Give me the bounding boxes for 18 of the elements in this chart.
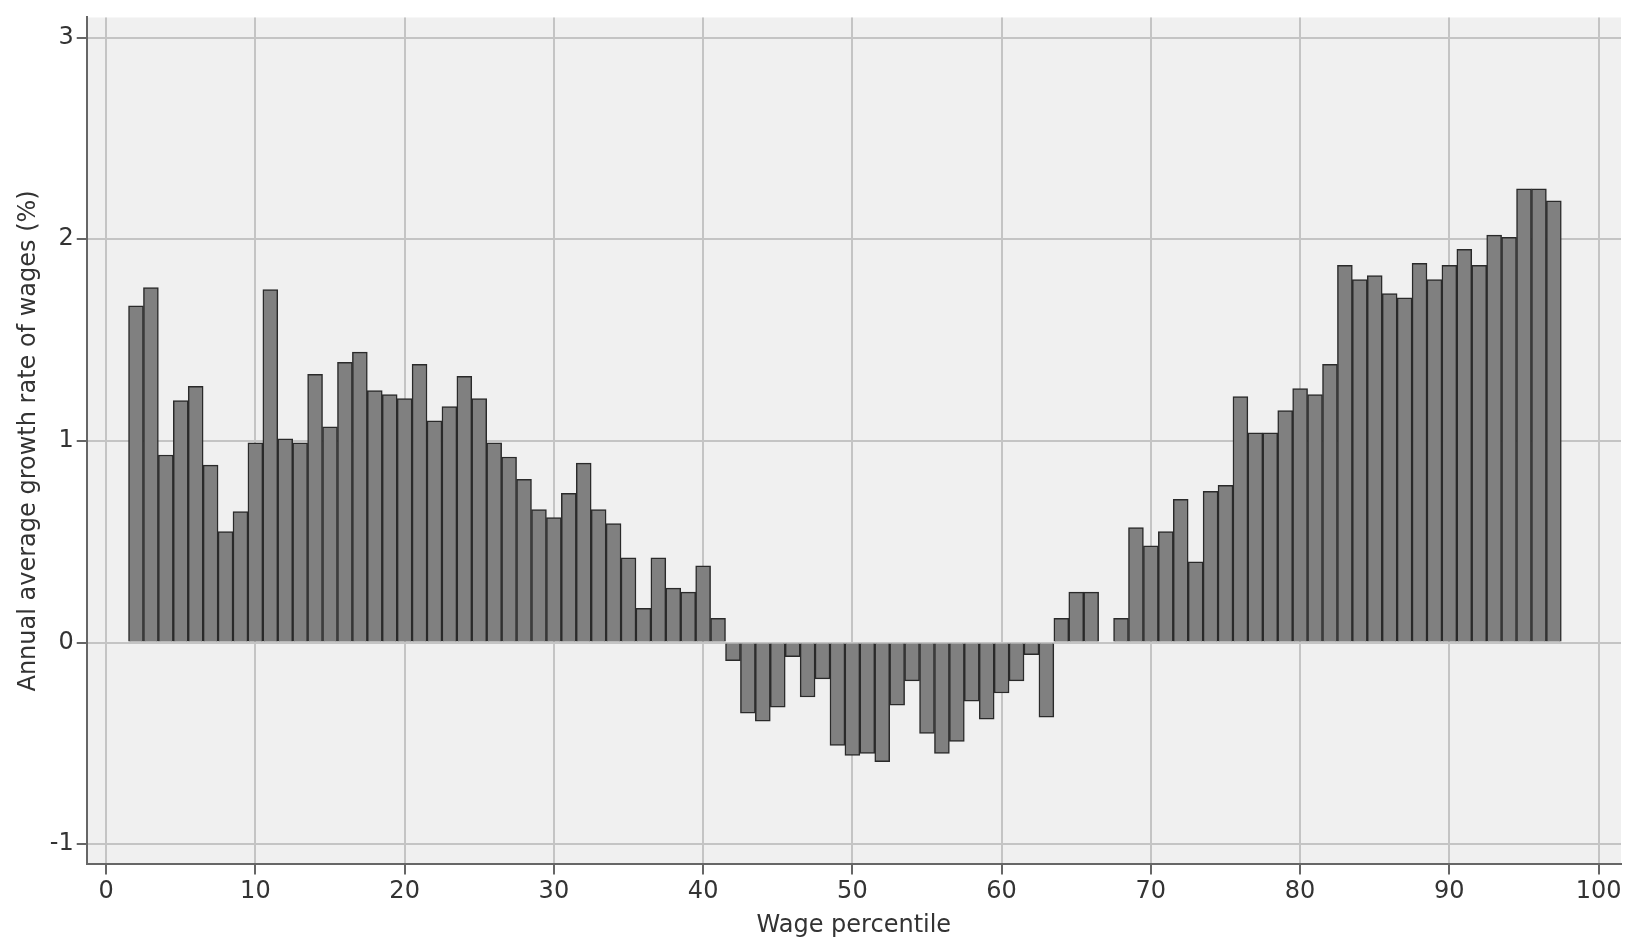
x-tick-label: 20: [389, 876, 420, 905]
y-tick-label: 1: [58, 425, 74, 454]
x-tick-label: 80: [1284, 876, 1316, 905]
x-axis-title: Wage percentile: [756, 909, 952, 938]
x-tick-label: 50: [837, 876, 868, 905]
x-tick-label: 0: [98, 876, 114, 905]
y-tick-label: -1: [49, 828, 74, 857]
y-tick-label: 3: [58, 21, 74, 50]
y-tick-label: 0: [58, 626, 74, 655]
x-tick-label: 70: [1135, 876, 1167, 905]
x-tick-label: 100: [1575, 876, 1622, 905]
y-tick-label: 2: [58, 223, 74, 252]
x-tick-label: 90: [1434, 876, 1465, 905]
x-tick-label: 30: [538, 876, 570, 905]
x-tick-label: 40: [687, 876, 719, 905]
x-tick-label: 10: [240, 876, 271, 905]
x-tick-label: 60: [986, 876, 1017, 905]
y-axis-title: Annual average growth rate of wages (%): [12, 190, 41, 692]
